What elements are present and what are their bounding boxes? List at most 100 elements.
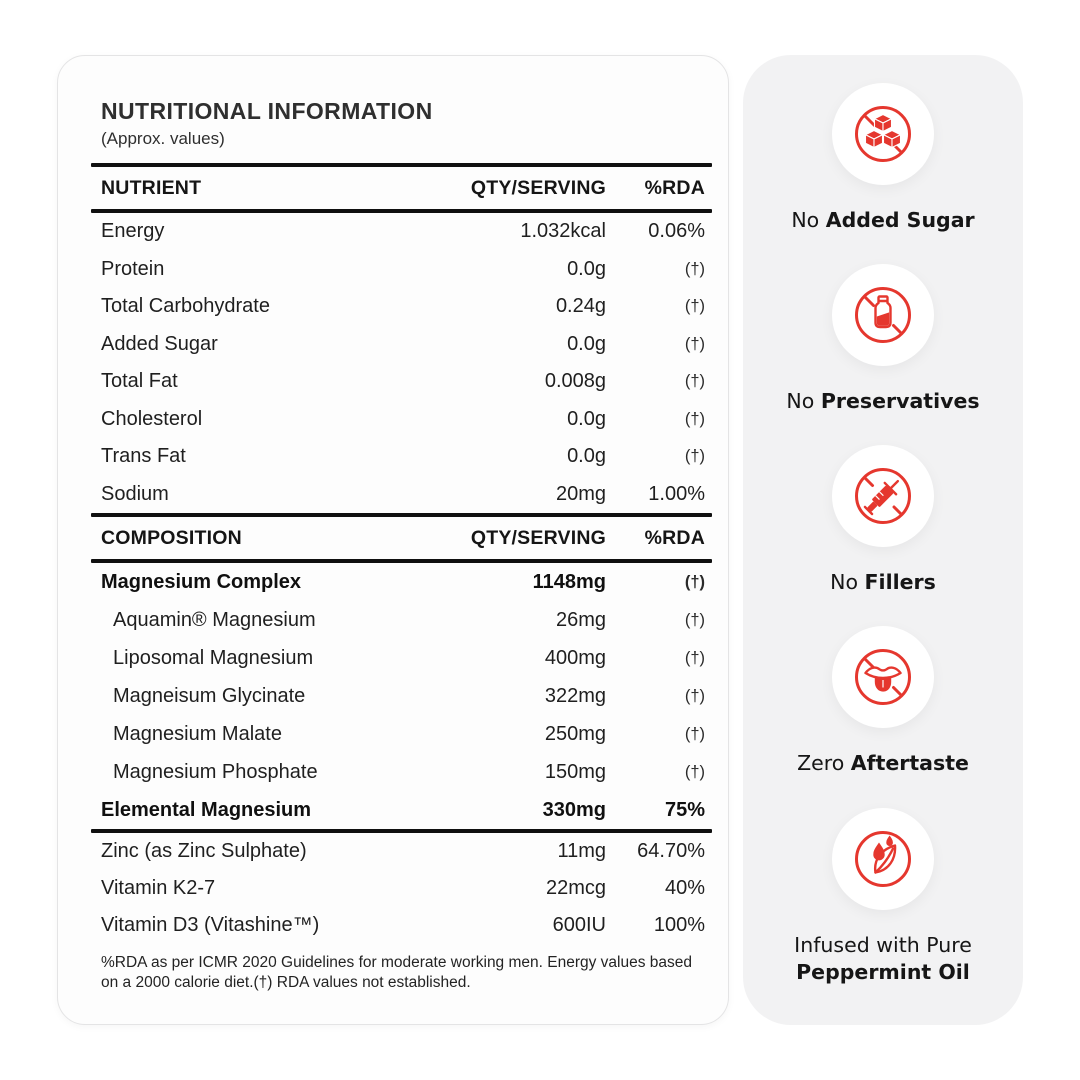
badge-text: No — [786, 389, 815, 414]
row-name: Total Fat — [101, 370, 178, 393]
badge-text-bold: Fillers — [864, 570, 936, 595]
row-rda: (†) — [684, 409, 705, 428]
row-rda: 0.06% — [648, 220, 705, 243]
table-row: Sodium 20mg 1.00% — [91, 476, 712, 514]
row-rda: 64.70% — [637, 840, 705, 862]
row-rda: 100% — [653, 914, 705, 936]
badge-peppermint-oil: Infused with Pure Peppermint Oil — [794, 807, 972, 987]
badge-text-bold: Preservatives — [820, 389, 980, 414]
col-nutrient: NUTRIENT — [101, 176, 202, 199]
no-fillers-icon — [854, 468, 911, 525]
panel-subtitle: (Approx. values) — [101, 129, 225, 148]
badge-circle — [831, 445, 934, 548]
badge-no-fillers: No Fillers — [830, 445, 936, 597]
composition-header-row: COMPOSITION QTY/SERVING %RDA — [91, 517, 712, 559]
badge-text: No — [830, 570, 859, 595]
row-rda: 40% — [664, 877, 705, 899]
table-row: Cholesterol 0.0g (†) — [91, 401, 712, 439]
row-qty: 0.24g — [555, 295, 606, 318]
badge-text: No — [791, 208, 820, 232]
divider — [91, 513, 712, 517]
table-row: Magnesium Malate 250mg (†) — [91, 715, 712, 753]
badge-text: Infused with Pure — [794, 932, 972, 957]
row-rda: (†) — [684, 724, 705, 743]
badge-no-added-sugar: No Added Sugar — [791, 83, 975, 235]
table-row: Magneisum Glycinate 322mg (†) — [91, 677, 712, 715]
rda-footnote: %RDA as per ICMR 2020 Guidelines for mod… — [101, 954, 693, 992]
table-row: Added Sugar 0.0g (†) — [91, 326, 712, 364]
row-rda: (†) — [684, 610, 705, 629]
nutrition-panel: NUTRITIONAL INFORMATION (Approx. values)… — [57, 55, 729, 1025]
row-qty: 330mg — [542, 798, 606, 821]
row-name: Magnesium Complex — [101, 570, 302, 593]
row-name: Magnesium Phosphate — [113, 760, 318, 783]
row-qty: 400mg — [544, 646, 606, 669]
table-row: Vitamin D3 (Vitashine™) 600IU 100% — [91, 907, 712, 944]
badge-text-bold: Peppermint Oil — [796, 960, 970, 985]
table-row: Total Carbohydrate 0.24g (†) — [91, 288, 712, 326]
badge-label: No Added Sugar — [791, 207, 974, 235]
col-qty-serving: QTY/SERVING — [470, 526, 606, 549]
row-name: Cholesterol — [101, 407, 203, 430]
row-qty: 150mg — [544, 760, 606, 783]
badge-circle — [831, 83, 934, 185]
no-added-sugar-icon — [854, 106, 911, 162]
badge-text-bold: Aftertaste — [850, 751, 969, 776]
panel-title: NUTRITIONAL INFORMATION — [101, 98, 433, 124]
table-row: Liposomal Magnesium 400mg (†) — [91, 639, 712, 677]
row-name: Added Sugar — [101, 332, 218, 355]
row-qty: 600IU — [552, 914, 606, 936]
row-rda: (†) — [684, 762, 705, 781]
col-rda: %RDA — [644, 526, 705, 549]
row-qty: 26mg — [555, 608, 606, 631]
col-composition: COMPOSITION — [101, 526, 242, 549]
row-qty: 0.0g — [567, 257, 606, 280]
divider — [91, 559, 712, 563]
row-qty: 1148mg — [532, 570, 606, 593]
row-qty: 250mg — [544, 722, 606, 745]
row-name: Protein — [101, 257, 165, 280]
table-row: Elemental Magnesium 330mg 75% — [91, 791, 712, 829]
row-rda: (†) — [684, 334, 705, 353]
row-qty: 11mg — [557, 840, 606, 862]
row-name: Liposomal Magnesium — [113, 646, 314, 669]
row-name: Zinc (as Zinc Sulphate) — [101, 840, 307, 862]
row-rda: (†) — [684, 686, 705, 705]
claims-sidebar: No Added Sugar No Preservatives — [743, 55, 1023, 1025]
row-name: Sodium — [101, 482, 169, 505]
row-rda: (†) — [684, 372, 705, 391]
badge-circle — [831, 626, 934, 729]
row-rda: (†) — [684, 572, 705, 591]
col-qty-serving: QTY/SERVING — [470, 176, 606, 199]
zero-aftertaste-icon — [854, 649, 911, 706]
vitamins-table: Zinc (as Zinc Sulphate) 11mg 64.70% Vita… — [91, 833, 712, 944]
row-qty: 1.032kcal — [520, 220, 606, 243]
row-name: Vitamin D3 (Vitashine™) — [101, 914, 320, 936]
nutrient-table: Energy 1.032kcal 0.06% Protein 0.0g (†) … — [91, 213, 712, 513]
row-name: Trans Fat — [101, 445, 186, 468]
row-rda: (†) — [684, 447, 705, 466]
badge-label: No Preservatives — [786, 388, 979, 416]
table-row: Magnesium Complex 1148mg (†) — [91, 563, 712, 601]
composition-table: Magnesium Complex 1148mg (†) Aquamin® Ma… — [91, 563, 712, 829]
row-qty: 322mg — [544, 684, 606, 707]
table-row: Vitamin K2-7 22mcg 40% — [91, 870, 712, 907]
badge-label: Infused with Pure Peppermint Oil — [794, 932, 972, 987]
row-rda: (†) — [684, 297, 705, 316]
divider — [91, 163, 712, 167]
badge-circle — [831, 264, 934, 367]
table-row: Energy 1.032kcal 0.06% — [91, 213, 712, 251]
divider — [91, 829, 712, 833]
row-qty: 22mcg — [545, 877, 606, 899]
peppermint-oil-icon — [854, 830, 911, 887]
table-row: Total Fat 0.008g (†) — [91, 363, 712, 401]
row-name: Aquamin® Magnesium — [113, 608, 316, 631]
table-row: Zinc (as Zinc Sulphate) 11mg 64.70% — [91, 833, 712, 870]
table-row: Aquamin® Magnesium 26mg (†) — [91, 601, 712, 639]
badge-label: Zero Aftertaste — [797, 750, 969, 778]
badge-zero-aftertaste: Zero Aftertaste — [797, 626, 969, 778]
row-qty: 20mg — [555, 482, 606, 505]
row-qty: 0.0g — [567, 445, 606, 468]
row-qty: 0.008g — [544, 370, 606, 393]
